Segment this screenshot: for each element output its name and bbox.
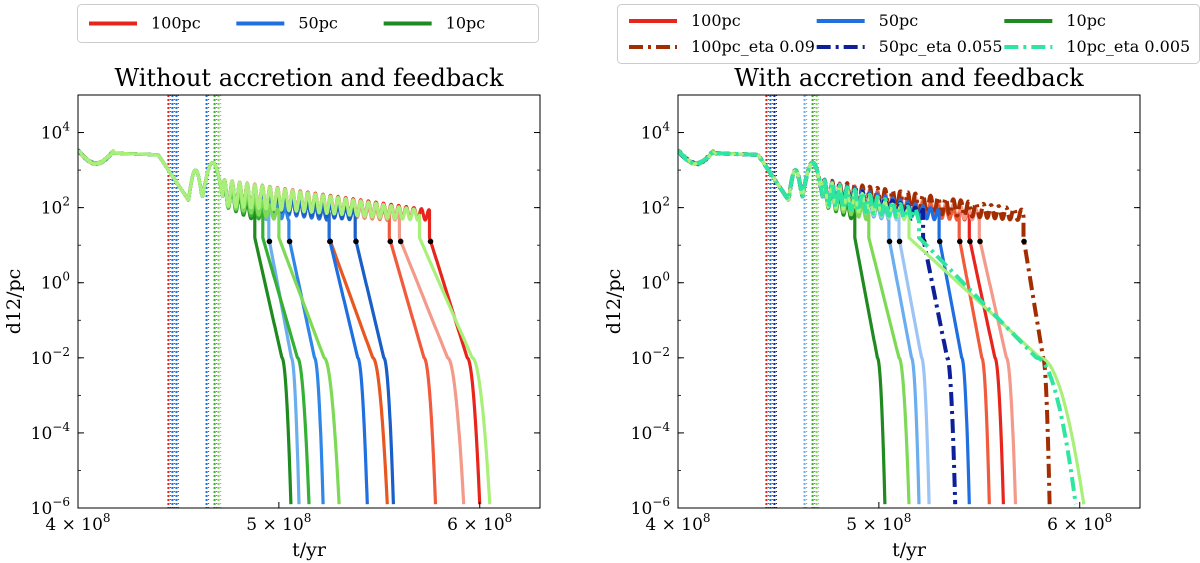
legend-label-5: 10pc_eta 0.005 [1066,37,1190,56]
ytick-label-4: 102 [41,195,70,219]
series-marker-2 [957,238,963,245]
legend-box [77,4,539,43]
series-marker-1 [387,238,394,245]
ytick-label-2: 10−2 [631,345,670,369]
plot-area [678,95,1086,508]
series-marker-1 [977,238,983,245]
legend-label-1: 50pc [879,11,919,30]
legend-label-2: 10pc [446,14,486,33]
legend-label-0: 100pc [151,14,201,33]
axes-frame [77,94,541,509]
series-line-11 [678,149,1078,505]
ytick-label-4: 102 [641,195,670,219]
series-marker-0 [967,238,973,245]
ytick-label-5: 104 [41,120,71,144]
series-marker-0 [427,238,434,245]
panel-without-feedback: 10−6 10−4 10−2 100 102 104 4 × 108 5 × 108 6 × 1… [3,4,541,561]
chart-title: With accretion and feedback [734,64,1084,92]
legend-label-1: 50pc [298,14,338,33]
panel-with-feedback: 10−6 10−4 10−2 100 102 104 4 × 108 5 × 108 6 × 1… [603,4,1200,561]
series-marker-6 [266,238,273,245]
axes-frame [677,94,1141,509]
series-marker-4 [327,238,333,245]
series-marker-6 [896,238,903,245]
legend-label-0: 100pc [691,11,741,30]
xtick-label-2: 6 × 108 [1047,511,1112,535]
y-axis-label: d12/pc [603,269,625,335]
xtick-label-0: 4 × 108 [45,511,110,535]
ytick-label-1: 10−4 [631,420,671,444]
xtick-label-0: 4 × 108 [645,511,710,535]
y-axis-label: d12/pc [3,269,25,335]
ytick-label-3: 100 [41,270,70,294]
legend-label-2: 10pc [1066,11,1106,30]
ytick-label-2: 10−2 [31,345,70,369]
series-marker-4 [936,238,943,245]
legend-label-4: 50pc_eta 0.055 [879,37,1003,56]
x-axis-label: t/yr [892,539,927,561]
xtick-label-2: 6 × 108 [447,511,512,535]
ytick-label-1: 10−4 [31,420,71,444]
plot-area [78,95,492,508]
chart-title: Without accretion and feedback [115,64,504,92]
ytick-label-5: 104 [641,120,671,144]
ytick-label-0: 10−6 [31,495,70,519]
series-marker-5 [886,238,893,245]
series-marker-7 [353,238,359,245]
ytick-label-0: 10−6 [631,495,670,519]
legend-label-3: 100pc_eta 0.09 [691,37,815,56]
series-marker-2 [397,238,404,245]
xtick-label-1: 5 × 108 [846,511,911,535]
ytick-label-3: 100 [641,270,670,294]
series-marker-5 [286,238,293,245]
series-line-11 [78,149,492,505]
x-axis-label: t/yr [292,539,327,561]
series-marker-3 [1021,238,1027,245]
xtick-label-1: 5 × 108 [246,511,311,535]
